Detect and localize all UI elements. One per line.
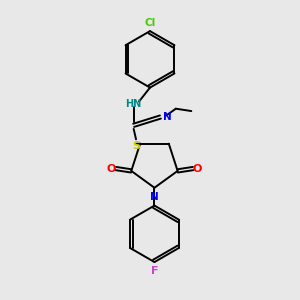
Text: O: O [107,164,116,173]
Text: N: N [163,112,172,122]
Text: HN: HN [125,99,142,109]
Text: O: O [193,164,202,173]
Text: N: N [150,192,159,202]
Text: S: S [132,141,140,151]
Text: Cl: Cl [144,17,156,28]
Text: F: F [151,266,158,276]
